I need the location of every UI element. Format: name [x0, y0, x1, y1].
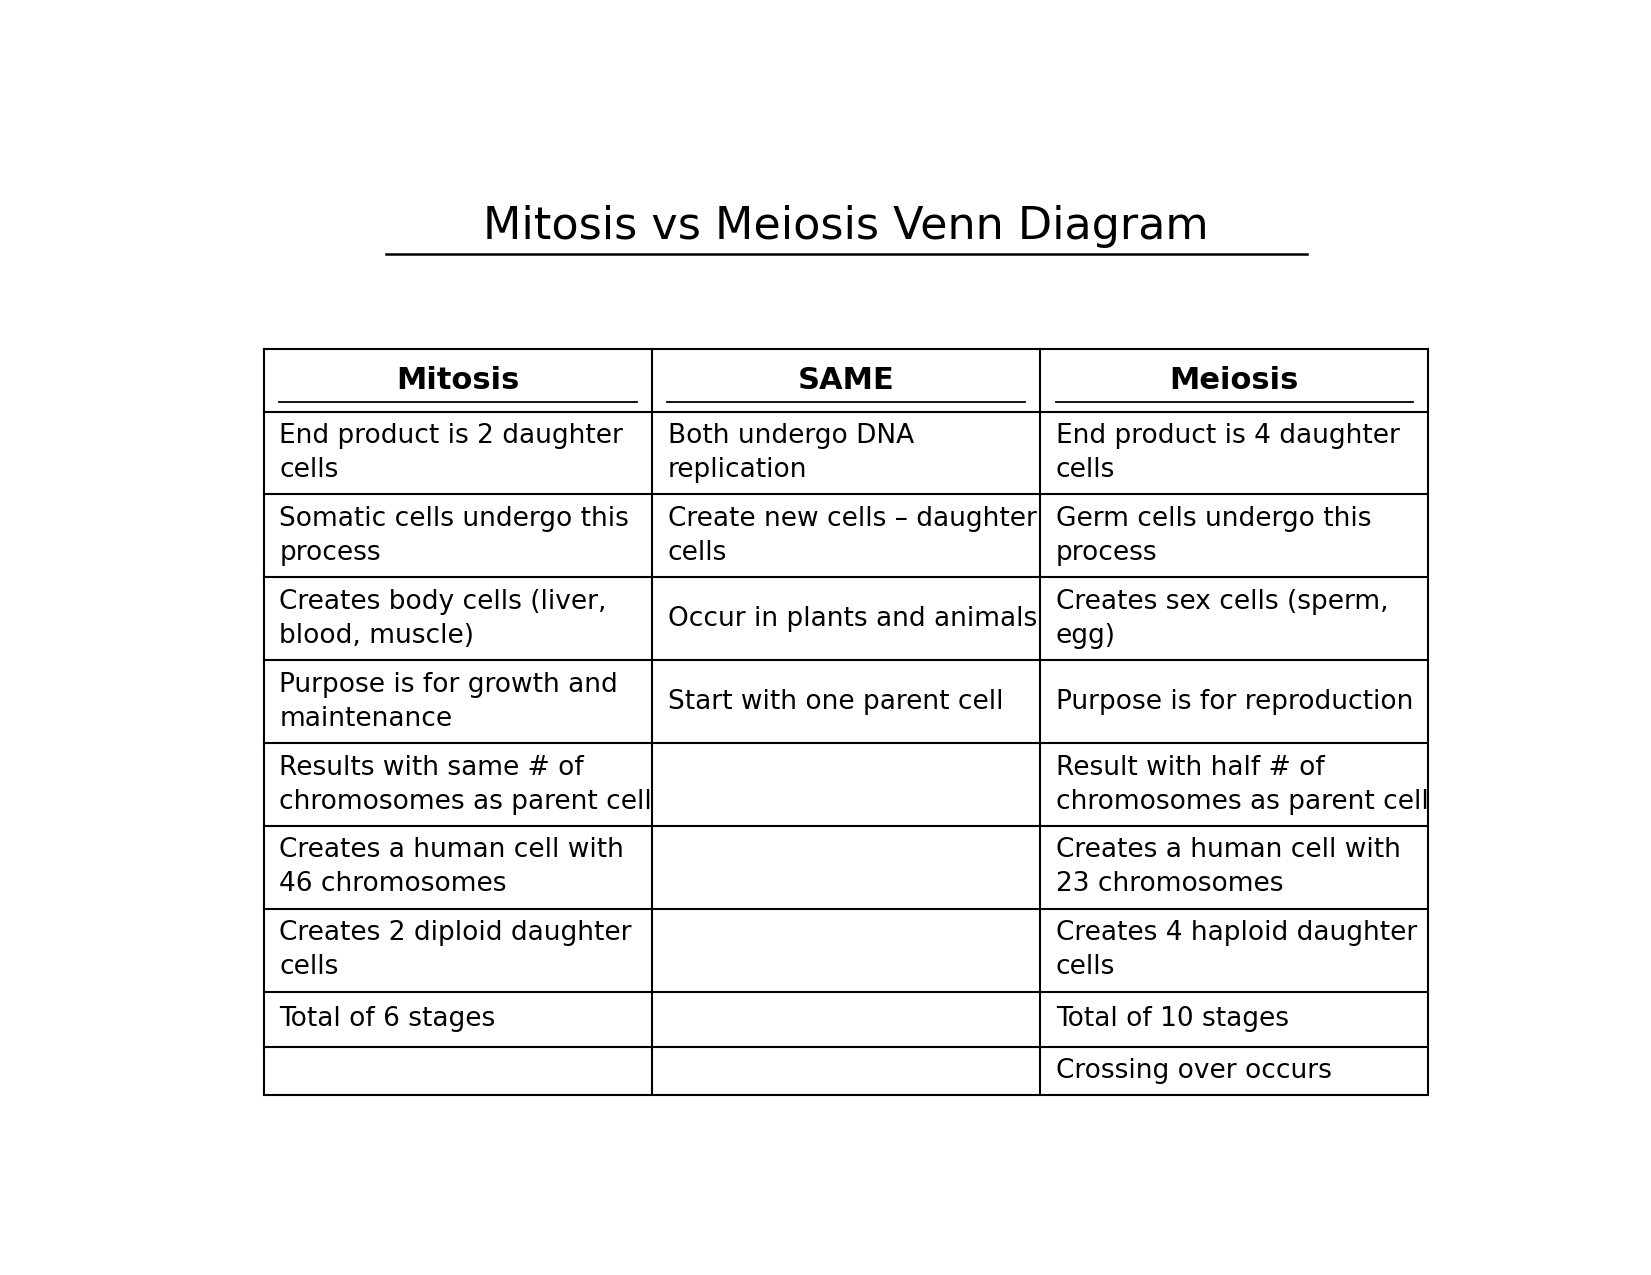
Text: Creates body cells (liver,
blood, muscle): Creates body cells (liver, blood, muscle… — [279, 589, 608, 649]
Text: Creates sex cells (sperm,
egg): Creates sex cells (sperm, egg) — [1055, 589, 1388, 649]
Text: Start with one parent cell: Start with one parent cell — [667, 688, 1004, 715]
Text: Crossing over occurs: Crossing over occurs — [1055, 1058, 1332, 1084]
Text: Mitosis: Mitosis — [396, 366, 520, 395]
Text: Creates 2 diploid daughter
cells: Creates 2 diploid daughter cells — [279, 921, 632, 980]
Text: Creates 4 haploid daughter
cells: Creates 4 haploid daughter cells — [1055, 921, 1417, 980]
Text: End product is 2 daughter
cells: End product is 2 daughter cells — [279, 423, 624, 483]
Text: Results with same # of
chromosomes as parent cell: Results with same # of chromosomes as pa… — [279, 755, 652, 815]
Text: SAME: SAME — [797, 366, 895, 395]
Text: Creates a human cell with
23 chromosomes: Creates a human cell with 23 chromosomes — [1055, 838, 1400, 898]
Text: Mitosis vs Meiosis Venn Diagram: Mitosis vs Meiosis Venn Diagram — [484, 205, 1209, 249]
Text: Creates a human cell with
46 chromosomes: Creates a human cell with 46 chromosomes — [279, 838, 624, 898]
Text: Germ cells undergo this
process: Germ cells undergo this process — [1055, 506, 1372, 566]
Text: Purpose is for growth and
maintenance: Purpose is for growth and maintenance — [279, 672, 617, 732]
Text: Total of 10 stages: Total of 10 stages — [1055, 1006, 1289, 1033]
Text: End product is 4 daughter
cells: End product is 4 daughter cells — [1055, 423, 1400, 483]
Text: Both undergo DNA
replication: Both undergo DNA replication — [667, 423, 913, 483]
Text: Create new cells – daughter
cells: Create new cells – daughter cells — [667, 506, 1037, 566]
Text: Occur in plants and animals: Occur in plants and animals — [667, 606, 1037, 632]
Text: Meiosis: Meiosis — [1169, 366, 1299, 395]
Text: Result with half # of
chromosomes as parent cell: Result with half # of chromosomes as par… — [1055, 755, 1428, 815]
Text: Purpose is for reproduction: Purpose is for reproduction — [1055, 688, 1413, 715]
Text: Somatic cells undergo this
process: Somatic cells undergo this process — [279, 506, 629, 566]
Text: Total of 6 stages: Total of 6 stages — [279, 1006, 495, 1033]
